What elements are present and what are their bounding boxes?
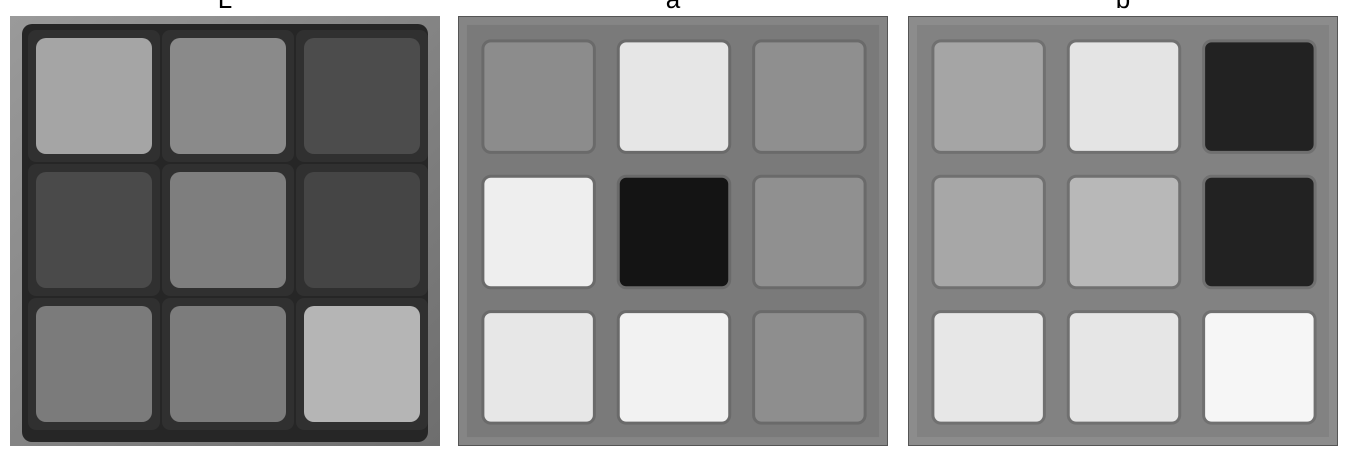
panel-label-a: a (458, 0, 888, 12)
sticker-1-3 (1202, 39, 1317, 154)
sticker-2-2 (1066, 174, 1182, 290)
sticker-grid-a (481, 39, 867, 425)
sticker-3-1 (36, 306, 152, 422)
sticker-2-3 (304, 172, 420, 288)
sticker-2-1 (931, 174, 1046, 290)
sticker-3-3 (304, 306, 420, 422)
sticker-3-2 (1066, 310, 1182, 425)
sticker-3-1 (481, 310, 596, 425)
sticker-1-3 (752, 39, 867, 154)
sticker-grid-l (28, 30, 428, 430)
sticker-3-2 (616, 310, 732, 425)
sticker-1-1 (481, 39, 596, 154)
sticker-2-1 (481, 174, 596, 290)
panel-b-cube (908, 16, 1338, 446)
panel-label-l: L (10, 0, 440, 12)
sticker-2-3 (752, 174, 867, 290)
sticker-1-3 (304, 38, 420, 154)
cube-photo-l (10, 16, 440, 446)
sticker-1-2 (170, 38, 286, 154)
sticker-1-2 (1066, 39, 1182, 154)
sticker-2-3 (1202, 174, 1317, 290)
cube-image-b (909, 17, 1337, 445)
cube-image-a (459, 17, 887, 445)
panel-label-b: b (908, 0, 1338, 12)
sticker-3-2 (170, 306, 286, 422)
sticker-3-3 (1202, 310, 1317, 425)
panel-a-cube (458, 16, 888, 446)
sticker-1-1 (931, 39, 1046, 154)
sticker-1-1 (36, 38, 152, 154)
sticker-1-2 (616, 39, 732, 154)
sticker-3-3 (752, 310, 867, 425)
sticker-2-2 (616, 174, 732, 290)
panel-l-cube-photo (10, 16, 440, 446)
sticker-2-1 (36, 172, 152, 288)
sticker-grid-b (931, 39, 1317, 425)
sticker-2-2 (170, 172, 286, 288)
sticker-3-1 (931, 310, 1046, 425)
